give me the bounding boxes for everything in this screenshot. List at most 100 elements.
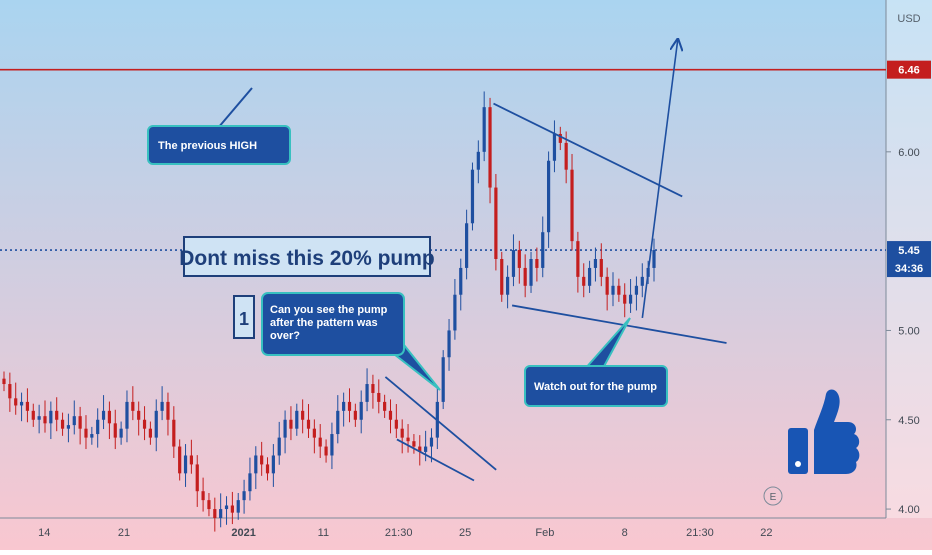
candle-body xyxy=(634,285,639,295)
candle-body xyxy=(529,259,533,286)
candle-body xyxy=(289,419,293,429)
headline-banner[interactable]: Dont miss this 20% pump xyxy=(179,236,435,277)
resistance-price-label: 6.46 xyxy=(898,65,919,77)
candle-body xyxy=(96,419,100,435)
candle-body xyxy=(383,401,387,411)
candle-body xyxy=(371,384,375,393)
watch-out-text: Watch out for the pump xyxy=(534,381,657,393)
headline-text: Dont miss this 20% pump xyxy=(179,247,435,270)
candle-body xyxy=(248,473,252,492)
candle-body xyxy=(131,401,135,411)
headline-box xyxy=(183,236,431,277)
pattern-question-callout[interactable]: Can you see the pump after the pattern wa… xyxy=(261,292,441,391)
trendline[interactable] xyxy=(493,102,683,198)
candle-body xyxy=(195,464,199,492)
candle-body xyxy=(400,428,404,438)
candle-body xyxy=(599,259,603,277)
trendline[interactable] xyxy=(396,438,475,482)
candle-body xyxy=(207,500,211,510)
time-tick-label: 25 xyxy=(459,527,471,539)
candle-body xyxy=(605,276,609,295)
candle-body xyxy=(49,410,53,424)
candle-body xyxy=(142,419,147,429)
trendline[interactable] xyxy=(384,376,497,471)
candle-body xyxy=(189,455,193,465)
candle-body xyxy=(201,491,205,501)
candle-body xyxy=(306,419,311,429)
candle-body xyxy=(55,410,59,420)
time-axis-ticks: 14 21 2021 11 21:30 25 Feb 8 21:30 22 xyxy=(38,527,772,539)
candle-body xyxy=(470,169,475,224)
candle-body xyxy=(541,232,545,268)
candle-body xyxy=(301,410,305,420)
time-tick-label: 8 xyxy=(622,527,628,539)
candle-body xyxy=(254,455,258,474)
candle-body xyxy=(453,294,457,331)
candle-body xyxy=(78,416,82,429)
candle-body xyxy=(312,428,316,438)
candle-body xyxy=(459,267,463,295)
time-tick-label: 11 xyxy=(318,527,329,539)
candle-body xyxy=(2,378,6,385)
current-price-label: 5.45 xyxy=(898,245,919,257)
step-number: 1 xyxy=(239,309,249,329)
candle-body xyxy=(219,509,223,518)
candle-body xyxy=(183,455,188,474)
candle-body xyxy=(388,410,393,420)
candle-body xyxy=(160,401,164,411)
candle-body xyxy=(260,455,264,465)
candle-body xyxy=(424,446,428,452)
watch-out-callout[interactable]: Watch out for the pump xyxy=(524,317,668,407)
callout-pointer xyxy=(217,87,253,129)
candle-body xyxy=(101,410,106,420)
candle-body xyxy=(224,505,229,510)
candle-body xyxy=(178,446,182,474)
candle-body xyxy=(271,455,275,474)
candle-body xyxy=(570,169,574,242)
candle-body xyxy=(119,428,123,438)
candle-body xyxy=(546,160,551,233)
candle-body xyxy=(535,259,539,268)
candle-body xyxy=(283,419,287,438)
candle-body xyxy=(166,401,170,420)
price-tick-label: 4.50 xyxy=(898,415,919,427)
candle-body xyxy=(277,437,281,456)
candle-body xyxy=(482,107,486,152)
bar-countdown-label: 34:36 xyxy=(895,263,923,275)
candle-body xyxy=(60,419,65,429)
event-marker[interactable]: E xyxy=(763,486,783,506)
candle-body xyxy=(394,419,398,429)
projection-arrow[interactable] xyxy=(641,39,677,319)
candle-body xyxy=(623,294,627,304)
candle-body xyxy=(523,267,527,286)
candle-body xyxy=(628,294,633,304)
time-tick-label: 2021 xyxy=(231,527,255,539)
candle-body xyxy=(418,446,422,452)
candle-body xyxy=(37,416,41,420)
time-tick-label: 21:30 xyxy=(385,527,413,539)
step-number-box: 1 xyxy=(233,295,255,339)
callout-box xyxy=(147,125,291,165)
trendline[interactable] xyxy=(511,304,727,344)
previous-high-callout[interactable]: The previous HIGH xyxy=(147,87,291,165)
candle-body xyxy=(113,423,117,438)
time-tick-label: 22 xyxy=(760,527,772,539)
candle-body xyxy=(347,401,352,411)
currency-label: USD xyxy=(897,13,920,25)
candle-body xyxy=(8,384,12,399)
candle-body xyxy=(429,437,434,447)
price-tick-label: 4.00 xyxy=(898,504,919,516)
candle-body xyxy=(295,410,299,429)
pattern-question-text: Can you see the pump after the pattern wa… xyxy=(270,304,388,342)
candle-body xyxy=(353,410,357,420)
callout-box xyxy=(261,292,405,356)
candle-body xyxy=(564,142,568,170)
candle-body xyxy=(19,401,24,406)
trendlines[interactable] xyxy=(384,102,727,482)
candle-body xyxy=(447,330,451,358)
candle-body xyxy=(43,416,47,424)
candle-body xyxy=(587,267,592,286)
